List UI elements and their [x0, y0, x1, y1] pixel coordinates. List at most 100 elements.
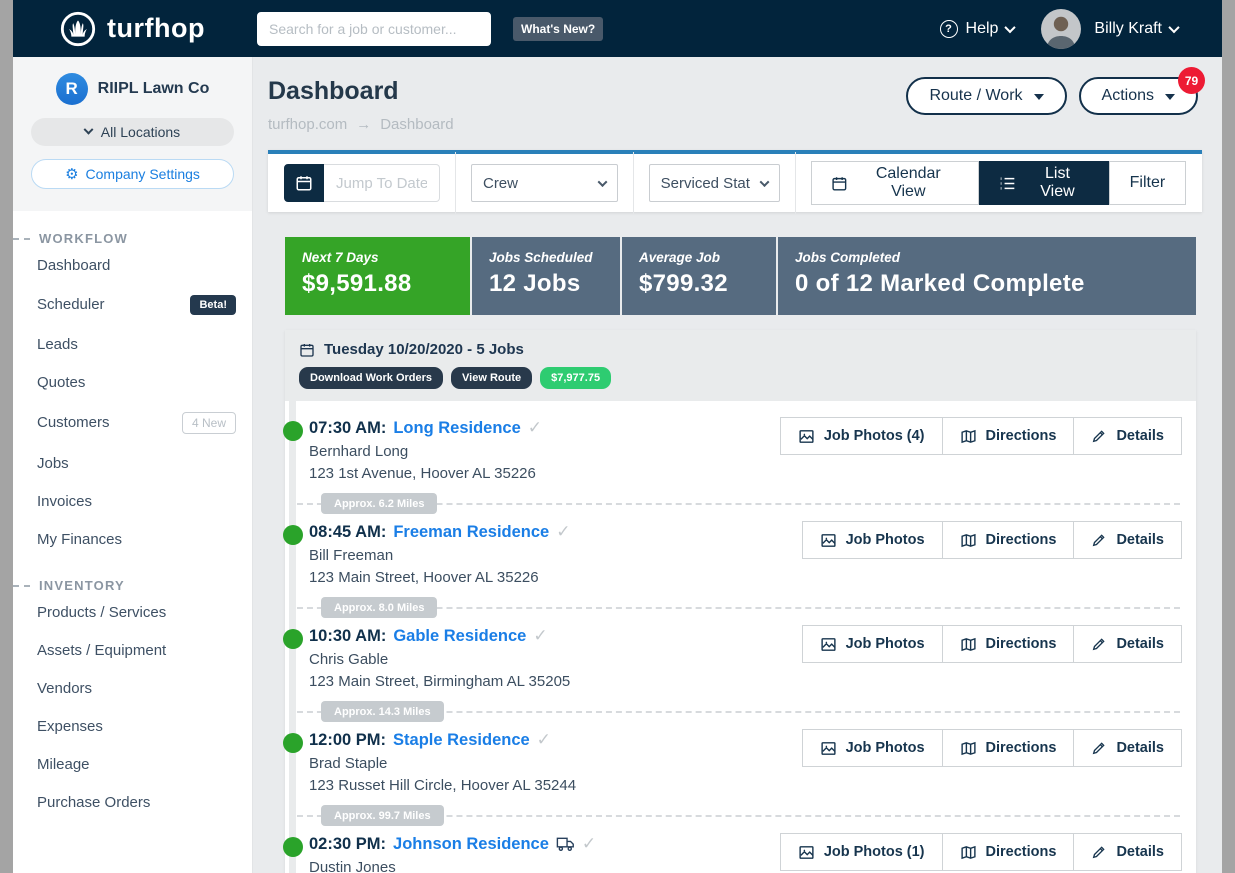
job-address: 123 Main Street, Hoover AL 35226 — [309, 569, 539, 586]
chevron-down-icon — [597, 176, 608, 187]
details-button[interactable]: Details — [1073, 417, 1182, 455]
sidebar-item-invoices[interactable]: Invoices — [37, 492, 93, 510]
details-button[interactable]: Details — [1073, 625, 1182, 663]
all-locations-dropdown[interactable]: All Locations — [31, 118, 234, 146]
job-title-link[interactable]: Freeman Residence — [393, 522, 550, 541]
job-time: 07:30 AM: — [309, 418, 387, 437]
company-header: R RIIPL Lawn Co — [31, 73, 234, 105]
caret-down-icon — [1033, 93, 1044, 105]
sidebar-item-scheduler[interactable]: Scheduler Beta! — [13, 284, 252, 325]
job-address: 123 Main Street, Birmingham AL 35205 — [309, 673, 571, 690]
sidebar-item-my-finances[interactable]: My Finances — [37, 530, 123, 548]
job-contact: Bernhard Long — [309, 443, 409, 460]
filter-button[interactable]: Filter — [1108, 161, 1186, 205]
stat-next-7-days: Next 7 Days $9,591.88 — [285, 237, 470, 315]
divider — [794, 152, 796, 214]
topbar-right: ? Help Billy Kraft — [939, 8, 1222, 49]
sidebar-item-dashboard[interactable]: Dashboard — [37, 256, 111, 274]
help-question-icon: ? — [939, 19, 958, 38]
serviced-status-select[interactable]: Serviced Stat — [648, 164, 780, 202]
directions-button[interactable]: Directions — [941, 521, 1075, 559]
company-logo: R — [55, 73, 88, 105]
search-input[interactable] — [257, 11, 491, 46]
day-total-badge[interactable]: $7,977.75 — [540, 367, 612, 389]
sidebar-item-mileage[interactable]: Mileage — [37, 755, 90, 773]
chevron-down-icon — [1168, 21, 1180, 33]
view-route-button[interactable]: View Route — [451, 367, 533, 389]
job-title-link[interactable]: Staple Residence — [393, 730, 530, 749]
route-work-dropdown[interactable]: Route / Work — [906, 77, 1067, 115]
user-menu[interactable]: Billy Kraft — [1094, 20, 1180, 38]
caret-down-icon — [1165, 93, 1175, 105]
job-title-link[interactable]: Johnson Residence — [393, 834, 549, 853]
sidebar-item-vendors[interactable]: Vendors — [37, 679, 93, 697]
company-settings-button[interactable]: ⚙ Company Settings — [31, 159, 234, 189]
user-avatar[interactable] — [1041, 8, 1082, 49]
help-menu[interactable]: ? Help — [939, 19, 1017, 38]
job-status-dot — [283, 629, 303, 649]
crew-select[interactable]: Crew — [470, 164, 618, 202]
page-title: Dashboard — [268, 77, 399, 105]
job-contact: Dustin Jones — [309, 859, 396, 873]
job-status-dot — [283, 421, 303, 441]
job-photos-button[interactable]: Job Photos (4) — [779, 417, 943, 455]
job-row: 08:45 AM: Freeman Residence ✓ Bill Freem… — [283, 512, 1196, 618]
beta-badge: Beta! — [190, 294, 236, 315]
sidebar: R RIIPL Lawn Co All Locations ⚙ Company … — [13, 57, 253, 873]
job-title-link[interactable]: Long Residence — [393, 418, 521, 437]
stat-average-job: Average Job $799.32 — [622, 237, 776, 315]
whats-new-button[interactable]: What's New? — [513, 16, 604, 41]
directions-button[interactable]: Directions — [941, 729, 1075, 767]
directions-button[interactable]: Directions — [941, 417, 1075, 455]
job-photos-button[interactable]: Job Photos (1) — [779, 833, 943, 871]
miles-badge: Approx. 6.2 Miles — [321, 493, 438, 514]
job-row: 02:30 PM: Johnson Residence ✓ Dustin Jon… — [283, 824, 1196, 873]
brand-name: turfhop — [107, 13, 205, 43]
sidebar-item-quotes[interactable]: Quotes — [37, 373, 86, 391]
sidebar-item-jobs[interactable]: Jobs — [37, 454, 69, 472]
directions-button[interactable]: Directions — [941, 833, 1075, 871]
job-list-card: Tuesday 10/20/2020 - 5 Jobs Download Wor… — [283, 330, 1196, 873]
job-title-link[interactable]: Gable Residence — [393, 626, 527, 645]
date-picker-button[interactable] — [284, 164, 324, 202]
jump-to-date-input[interactable] — [324, 164, 440, 202]
day-group-header: Tuesday 10/20/2020 - 5 Jobs Download Wor… — [285, 330, 1196, 401]
brand-logo[interactable]: turfhop — [13, 10, 257, 48]
job-photos-button[interactable]: Job Photos — [801, 729, 943, 767]
job-contact: Chris Gable — [309, 651, 389, 668]
sidebar-item-leads[interactable]: Leads — [37, 335, 78, 353]
stat-jobs-scheduled: Jobs Scheduled 12 Jobs — [472, 237, 620, 315]
calendar-icon — [831, 176, 846, 190]
actions-dropdown[interactable]: Actions 79 — [1078, 67, 1205, 115]
list-view-button[interactable]: List View — [979, 161, 1109, 205]
day-title: Tuesday 10/20/2020 - 5 Jobs — [324, 341, 524, 358]
details-button[interactable]: Details — [1073, 833, 1182, 871]
map-icon — [960, 637, 976, 651]
sidebar-item-customers[interactable]: Customers 4 New — [13, 401, 252, 444]
sidebar-item-assets-equipment[interactable]: Assets / Equipment — [37, 641, 167, 659]
breadcrumb-site[interactable]: turfhop.com — [268, 116, 348, 133]
section-dashes — [13, 237, 30, 240]
check-icon: ✓ — [533, 626, 548, 645]
directions-button[interactable]: Directions — [941, 625, 1075, 663]
job-time: 12:00 PM: — [309, 730, 387, 749]
pencil-icon — [1093, 534, 1106, 547]
company-name: RIIPL Lawn Co — [97, 80, 210, 97]
breadcrumb: turfhop.com → Dashboard — [268, 116, 454, 133]
sidebar-item-expenses[interactable]: Expenses — [37, 717, 103, 735]
details-button[interactable]: Details — [1073, 729, 1182, 767]
photo-icon — [820, 741, 836, 755]
turfhop-grass-icon — [59, 10, 97, 48]
pencil-icon — [1093, 430, 1106, 443]
route-dashed-line — [297, 607, 1180, 609]
job-row: 10:30 AM: Gable Residence ✓ Chris Gable … — [283, 616, 1196, 722]
calendar-view-button[interactable]: Calendar View — [810, 161, 980, 205]
download-work-orders-button[interactable]: Download Work Orders — [299, 367, 444, 389]
chevron-down-icon — [759, 176, 769, 187]
map-icon — [960, 429, 976, 443]
details-button[interactable]: Details — [1073, 521, 1182, 559]
sidebar-item-products-services[interactable]: Products / Services — [37, 603, 167, 621]
job-photos-button[interactable]: Job Photos — [801, 625, 943, 663]
job-photos-button[interactable]: Job Photos — [801, 521, 943, 559]
sidebar-item-purchase-orders[interactable]: Purchase Orders — [37, 793, 151, 811]
